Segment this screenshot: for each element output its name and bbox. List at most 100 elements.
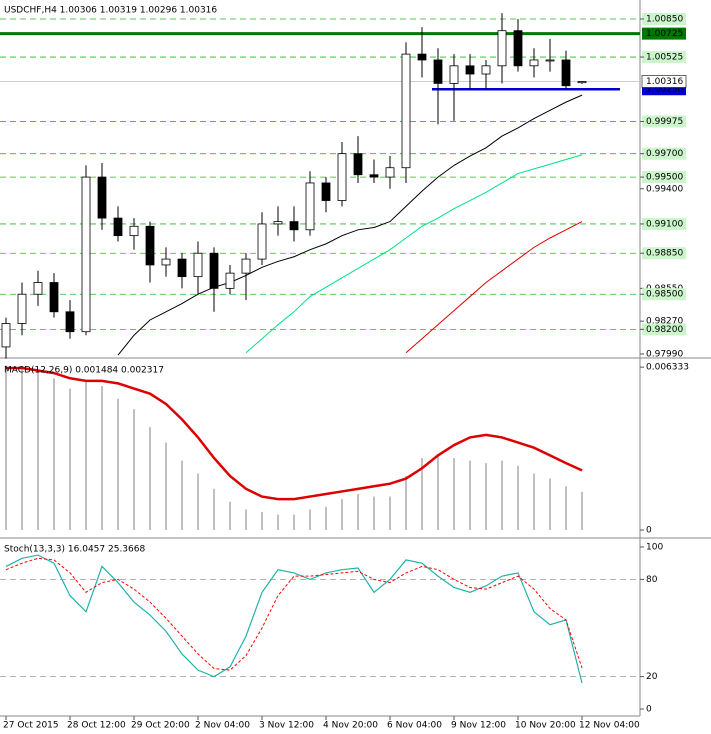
macd-bar xyxy=(549,478,551,531)
macd-bar xyxy=(181,460,183,531)
y-tick-label: 0.006333 xyxy=(646,363,689,373)
y-tick-label: 1.00850 xyxy=(646,14,683,24)
y-tick-label: 1.00525 xyxy=(646,53,683,63)
macd-bar xyxy=(501,460,503,531)
x-tick-label: 29 Oct 20:00 xyxy=(131,721,190,731)
y-tick-label: 0.99400 xyxy=(646,184,683,194)
macd-bar xyxy=(357,493,359,531)
candle-body xyxy=(225,272,235,289)
level-label-box xyxy=(642,217,686,230)
candle-body xyxy=(529,59,539,67)
indicator-title: MACD(12,26,9) 0.001484 0.002317 xyxy=(4,366,164,376)
y-tick-label: 0 xyxy=(646,526,652,536)
y-tick-label: 0.99700 xyxy=(646,149,683,159)
macd-bar xyxy=(261,512,263,531)
y-tick-label: 20 xyxy=(646,672,658,682)
candle-body xyxy=(481,65,491,75)
level-label-box xyxy=(642,171,686,184)
macd-bar xyxy=(213,488,215,531)
chart-title: USDCHF,H4 1.00306 1.00319 1.00296 1.0031… xyxy=(4,6,217,16)
x-tick-label: 4 Nov 20:00 xyxy=(323,721,378,731)
y-tick-label: 0.99100 xyxy=(646,219,683,229)
stoch-signal xyxy=(5,557,583,671)
signal-line xyxy=(6,366,583,501)
candle-body xyxy=(113,217,123,237)
stoch-main xyxy=(5,554,583,684)
macd-bar xyxy=(277,514,279,531)
candle-body xyxy=(337,153,347,201)
candle-body xyxy=(305,182,315,231)
candle-body xyxy=(33,282,43,295)
indicator-title: Stoch(13,3,3) 16.0457 25.3668 xyxy=(4,545,145,555)
candle-body xyxy=(545,59,555,62)
candle-body xyxy=(177,258,187,278)
level-label-box xyxy=(642,51,686,64)
level-label-box xyxy=(642,323,686,336)
moving-average xyxy=(117,94,583,356)
candle-body xyxy=(449,65,459,84)
macd-bar xyxy=(565,486,567,531)
y-tick-label: 80 xyxy=(646,575,658,585)
x-tick-label: 2 Nov 04:00 xyxy=(195,721,250,731)
candle-body xyxy=(97,176,107,219)
y-tick-label: 0.98270 xyxy=(646,317,683,327)
candle-body xyxy=(209,252,219,289)
moving-average xyxy=(405,221,583,354)
candle-body xyxy=(193,252,203,278)
candle-body xyxy=(561,59,571,87)
candle-body xyxy=(289,221,299,231)
macd-bar xyxy=(85,380,87,531)
candle-body xyxy=(577,81,587,84)
macd-bar xyxy=(309,509,311,531)
candle-body xyxy=(513,30,523,67)
macd-bar xyxy=(197,473,199,531)
candle-body xyxy=(433,59,443,84)
level-label-box xyxy=(642,12,686,25)
hline-label-box xyxy=(642,27,686,40)
macd-bar xyxy=(117,398,119,531)
candle-body xyxy=(369,174,379,178)
macd-bar xyxy=(5,365,7,531)
x-tick-label: 27 Oct 2015 xyxy=(3,721,59,731)
y-tick-label: 0 xyxy=(646,705,652,715)
candle-body xyxy=(401,53,411,169)
y-tick-label: 0.98850 xyxy=(646,249,683,259)
candle-body xyxy=(321,182,331,201)
candle-body xyxy=(257,223,267,260)
bid-label: 1.00316 xyxy=(646,77,683,87)
macd-bar xyxy=(229,501,231,531)
candle-body xyxy=(273,221,283,225)
hline-label: 1.00725 xyxy=(646,29,683,39)
candle-body xyxy=(1,323,11,348)
macd-bar xyxy=(149,427,151,531)
candle-body xyxy=(465,65,475,75)
macd-bar xyxy=(341,499,343,531)
x-tick-label: 28 Oct 12:00 xyxy=(67,721,126,731)
macd-bar xyxy=(389,496,391,531)
macd-bar xyxy=(21,367,23,531)
x-tick-label: 10 Nov 20:00 xyxy=(515,721,576,731)
candle-body xyxy=(417,53,427,61)
macd-bar xyxy=(325,506,327,531)
y-tick-label: 100 xyxy=(646,542,663,552)
candle-body xyxy=(353,153,363,176)
macd-bar xyxy=(245,509,247,531)
macd-bar xyxy=(53,378,55,531)
macd-bar xyxy=(517,465,519,531)
hline-label: 1.00250 xyxy=(646,85,683,95)
macd-bar xyxy=(581,491,583,531)
candle-body xyxy=(129,225,139,237)
macd-bar xyxy=(437,455,439,531)
macd-bar xyxy=(165,442,167,531)
macd-bar xyxy=(405,475,407,531)
x-tick-label: 6 Nov 04:00 xyxy=(387,721,442,731)
macd-bar xyxy=(453,457,455,531)
y-tick-label: 0.98500 xyxy=(646,290,683,300)
macd-bar xyxy=(69,388,71,531)
macd-bar xyxy=(133,409,135,531)
candle-body xyxy=(65,311,75,333)
level-label-box xyxy=(642,147,686,160)
macd-bar xyxy=(373,496,375,531)
